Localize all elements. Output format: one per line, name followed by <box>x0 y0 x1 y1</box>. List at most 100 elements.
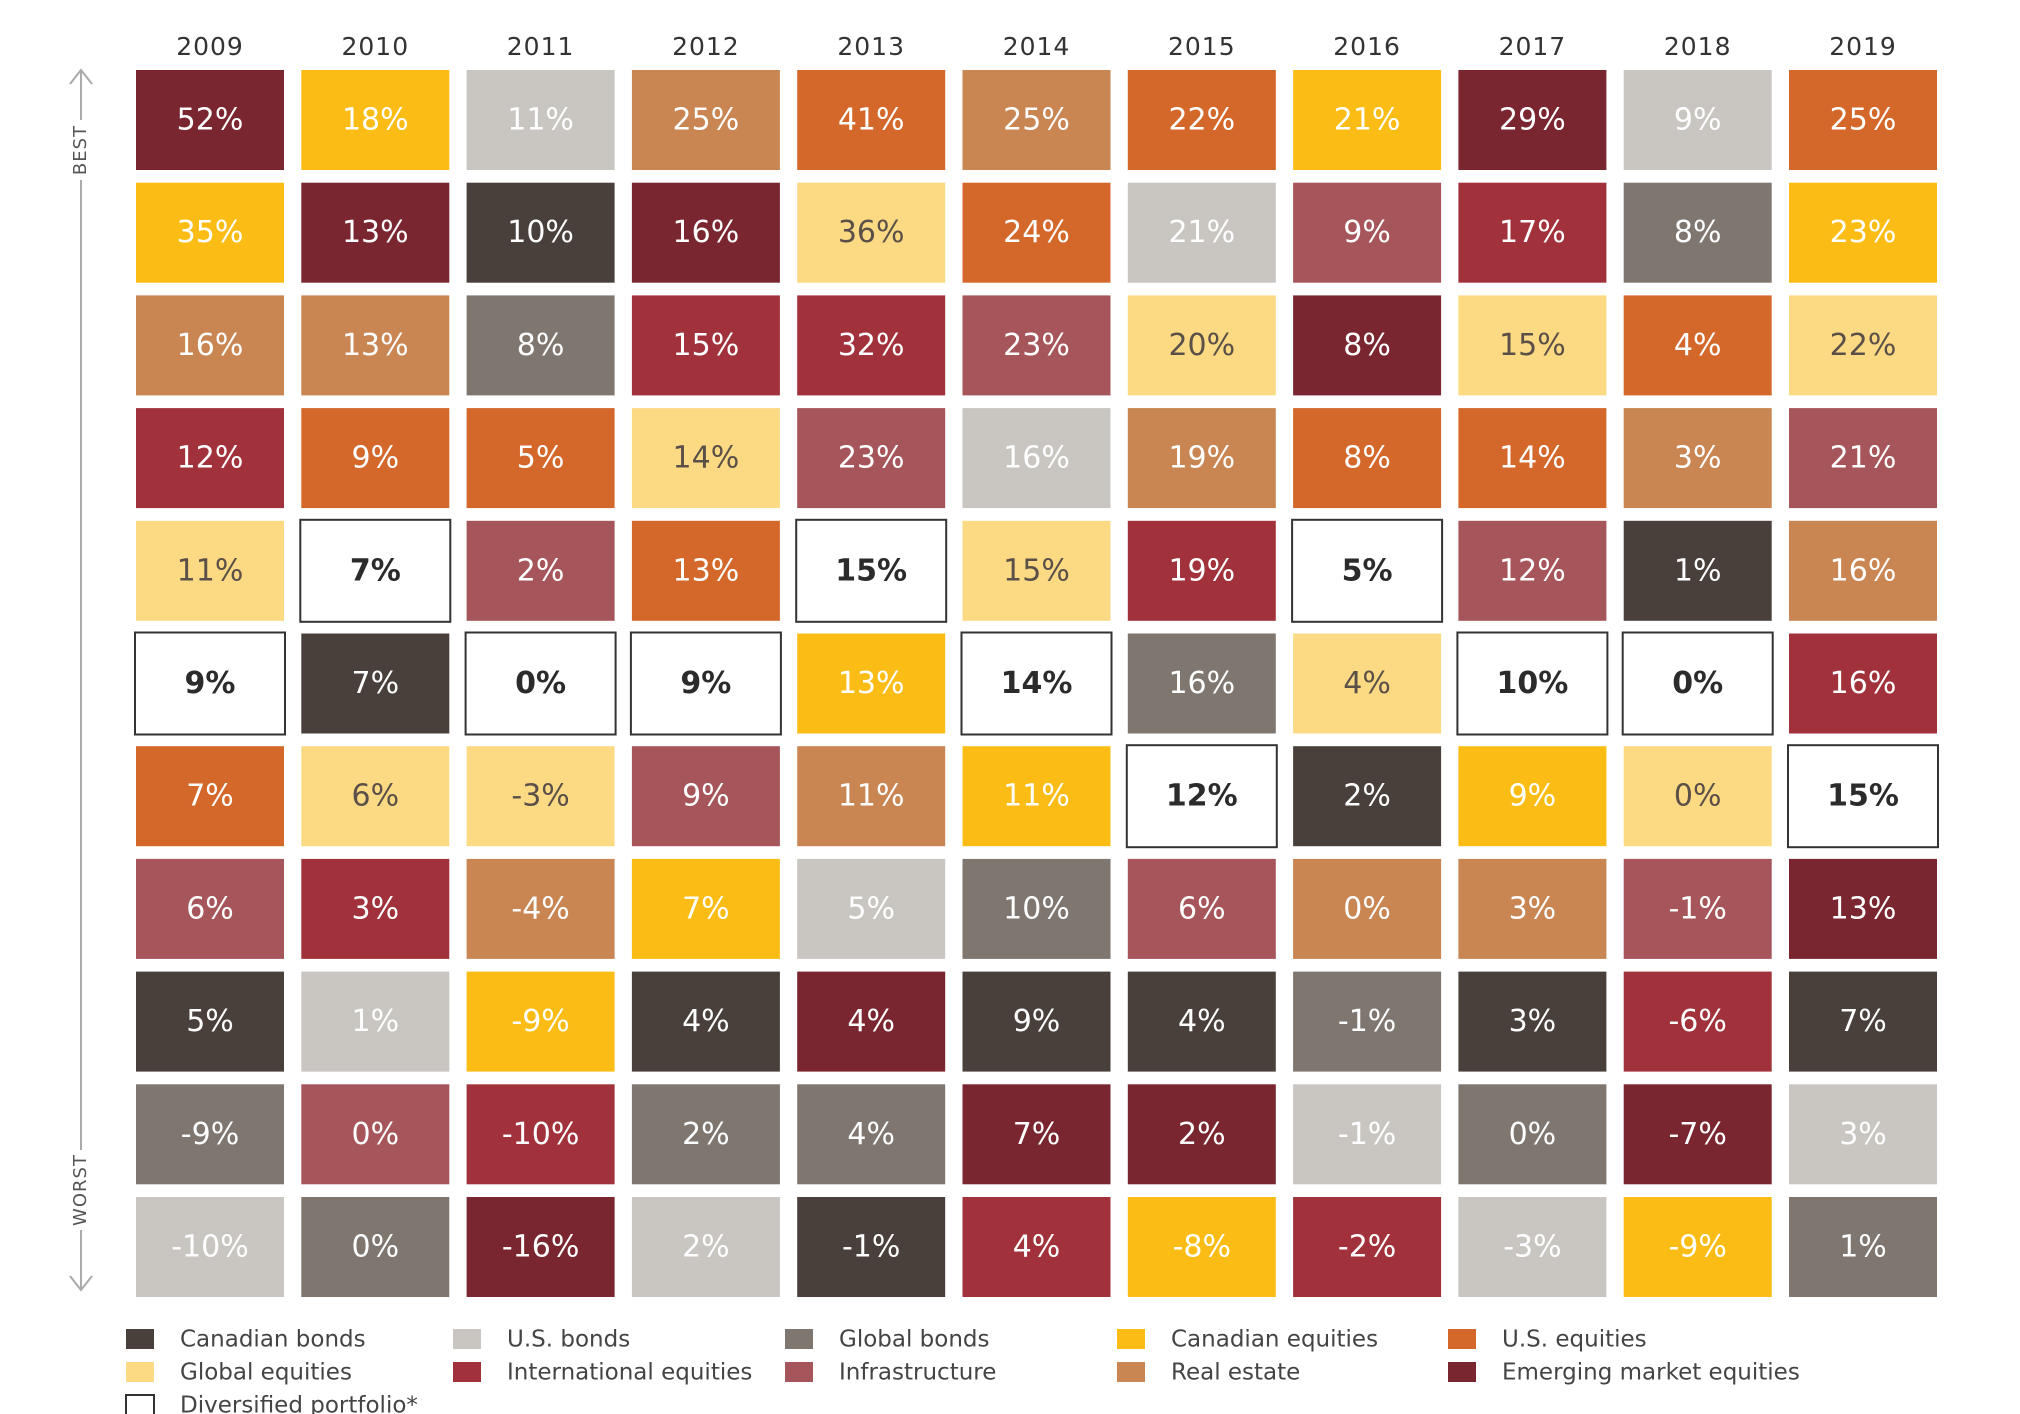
cell-label: -1% <box>1338 1117 1396 1152</box>
cell-label: 15% <box>1003 553 1070 588</box>
cell-label: 3% <box>1674 441 1722 476</box>
cell-label: 9% <box>1343 215 1391 250</box>
cell <box>1127 182 1276 283</box>
cell-label: 1% <box>352 1004 400 1039</box>
cell <box>1458 70 1607 170</box>
cell <box>1789 633 1937 734</box>
cell <box>797 1084 946 1185</box>
cell-label: 21% <box>1334 103 1401 138</box>
cell <box>1623 520 1772 621</box>
cell <box>466 746 615 847</box>
cell <box>466 520 615 621</box>
cell-label: -16% <box>502 1230 580 1265</box>
cell-label: 16% <box>1830 553 1897 588</box>
cell-label: 8% <box>1674 215 1722 250</box>
cell-label: 3% <box>352 891 400 926</box>
cell-label: 0% <box>1509 1117 1557 1152</box>
cell-label: 15% <box>673 328 740 363</box>
cell-label: 16% <box>1168 666 1235 701</box>
cell <box>797 70 946 170</box>
cell <box>962 408 1111 509</box>
cell <box>962 70 1111 170</box>
year-label: 2016 <box>1333 32 1401 61</box>
legend-swatch <box>1448 1362 1476 1382</box>
legend-swatch <box>125 1394 155 1414</box>
cell <box>301 70 450 170</box>
cell-label: 7% <box>1013 1117 1061 1152</box>
cell-label: 9% <box>185 666 236 701</box>
cell-label: 8% <box>517 328 565 363</box>
legend-swatch <box>1117 1329 1145 1349</box>
cell <box>1127 1197 1276 1297</box>
cell <box>1458 520 1607 621</box>
cell-label: 14% <box>1001 666 1073 701</box>
cell <box>1125 744 1278 849</box>
cell <box>301 182 450 283</box>
cell <box>136 858 284 959</box>
cell <box>962 971 1111 1072</box>
cell-label: 8% <box>1343 328 1391 363</box>
cell <box>1623 1197 1772 1297</box>
cell-label: 4% <box>1343 666 1391 701</box>
cell <box>1789 1084 1937 1185</box>
year-label: 2019 <box>1829 32 1897 61</box>
cell-label: 1% <box>1674 553 1722 588</box>
cell <box>466 295 615 396</box>
cell-label: 5% <box>1342 553 1393 588</box>
cell-label: 11% <box>177 553 244 588</box>
cell-label: 13% <box>673 553 740 588</box>
cell-label: 29% <box>1499 103 1566 138</box>
cell <box>797 1197 946 1297</box>
cell-label: 21% <box>1830 441 1897 476</box>
year-label: 2015 <box>1168 32 1236 61</box>
cell <box>962 1197 1111 1297</box>
cell <box>1293 858 1442 959</box>
best-label: BEST <box>70 125 91 175</box>
cell-label: 16% <box>1830 666 1897 701</box>
legend-swatch <box>453 1362 481 1382</box>
cell-label: -1% <box>1338 1004 1396 1039</box>
cell-label: 7% <box>352 666 400 701</box>
cell <box>1293 70 1442 170</box>
cell <box>1127 1084 1276 1185</box>
year-label: 2012 <box>672 32 740 61</box>
cell-label: 24% <box>1003 215 1070 250</box>
cell-label: 25% <box>1830 103 1897 138</box>
cell <box>1127 858 1276 959</box>
cell <box>1623 858 1772 959</box>
side-axis <box>69 68 93 1292</box>
cell-label: 19% <box>1168 441 1235 476</box>
cell-label: -1% <box>842 1230 900 1265</box>
cell-label: 6% <box>1178 891 1226 926</box>
cell-label: 15% <box>835 553 907 588</box>
cell <box>1623 1084 1772 1185</box>
cell-label: 18% <box>342 103 409 138</box>
cell <box>299 518 452 623</box>
cell-label: 11% <box>507 103 574 138</box>
cell <box>631 520 780 621</box>
year-label: 2011 <box>507 32 575 61</box>
cell-label: 9% <box>352 441 400 476</box>
cell-label: 32% <box>838 328 905 363</box>
cell-label: 5% <box>186 1004 234 1039</box>
cell <box>1293 746 1442 847</box>
cell-label: 14% <box>673 441 740 476</box>
cell <box>631 295 780 396</box>
cell-label: -9% <box>181 1117 239 1152</box>
cell <box>629 631 782 736</box>
year-label: 2009 <box>176 32 244 61</box>
cell <box>301 746 450 847</box>
legend-label: Global bonds <box>839 1327 990 1353</box>
legend-label: U.S. bonds <box>507 1327 630 1353</box>
cell-label: 11% <box>838 779 905 814</box>
cell <box>1789 1197 1937 1297</box>
cell-label: 0% <box>1674 779 1722 814</box>
cell <box>797 858 946 959</box>
cell-label: 41% <box>838 103 905 138</box>
cell <box>466 408 615 509</box>
cell <box>301 295 450 396</box>
year-label: 2017 <box>1499 32 1567 61</box>
cell-label: 4% <box>1178 1004 1226 1039</box>
cell <box>631 1084 780 1185</box>
cell <box>136 408 284 509</box>
